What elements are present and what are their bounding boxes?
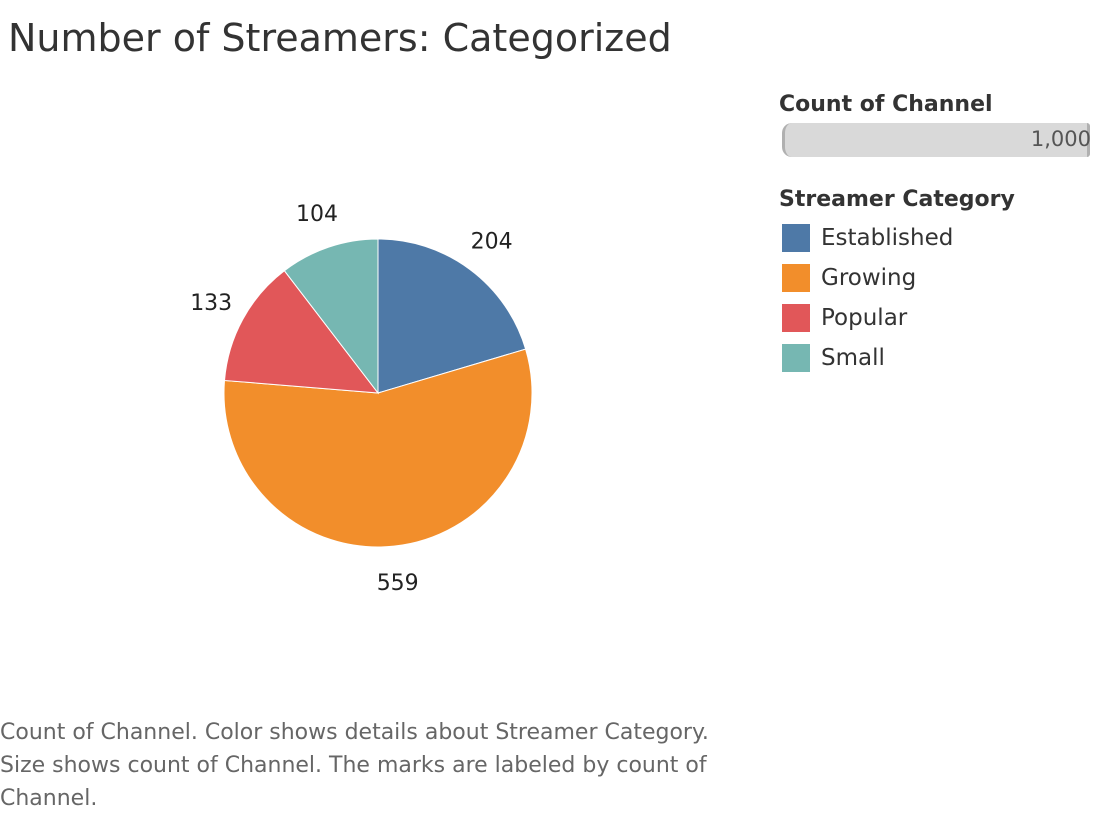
pie-label-established: 204 bbox=[471, 230, 513, 255]
legend-panel: Count of Channel 1,000 Streamer Category… bbox=[779, 92, 1099, 378]
chart-title: Number of Streamers: Categorized bbox=[8, 16, 672, 60]
legend-item-established[interactable]: Established bbox=[779, 218, 1099, 258]
legend-swatch-established bbox=[782, 224, 810, 252]
pie-slice-small[interactable] bbox=[283, 238, 379, 395]
legend-label-small: Small bbox=[821, 345, 885, 371]
legend-swatch-popular bbox=[782, 304, 810, 332]
legend-swatch-small bbox=[782, 344, 810, 372]
pie-slice-growing[interactable] bbox=[223, 348, 533, 548]
color-legend-list: Established Growing Popular Small bbox=[779, 218, 1099, 378]
chart-caption: Count of Channel. Color shows details ab… bbox=[0, 720, 709, 811]
pie-label-growing: 559 bbox=[377, 571, 419, 596]
pie-label-popular: 133 bbox=[190, 291, 232, 316]
color-legend-heading: Streamer Category bbox=[779, 187, 1015, 212]
size-legend-bar: 1,000 bbox=[782, 123, 1091, 157]
pie-slices bbox=[223, 238, 533, 548]
legend-label-established: Established bbox=[821, 225, 954, 251]
legend-label-growing: Growing bbox=[821, 265, 917, 291]
legend-swatch-growing bbox=[782, 264, 810, 292]
size-legend-value: 1,000 bbox=[1030, 127, 1091, 151]
pie-slice-established[interactable] bbox=[377, 238, 527, 394]
legend-item-popular[interactable]: Popular bbox=[779, 298, 1099, 338]
pie-label-small: 104 bbox=[296, 202, 338, 227]
legend-label-popular: Popular bbox=[821, 305, 908, 331]
legend-item-growing[interactable]: Growing bbox=[779, 258, 1099, 298]
pie-labels: 204 559 133 104 bbox=[190, 202, 512, 596]
legend-item-small[interactable]: Small bbox=[779, 338, 1099, 378]
pie-chart: 204 559 133 104 bbox=[190, 202, 533, 596]
size-legend-heading: Count of Channel bbox=[779, 92, 993, 117]
pie-slice-popular[interactable] bbox=[223, 270, 380, 394]
